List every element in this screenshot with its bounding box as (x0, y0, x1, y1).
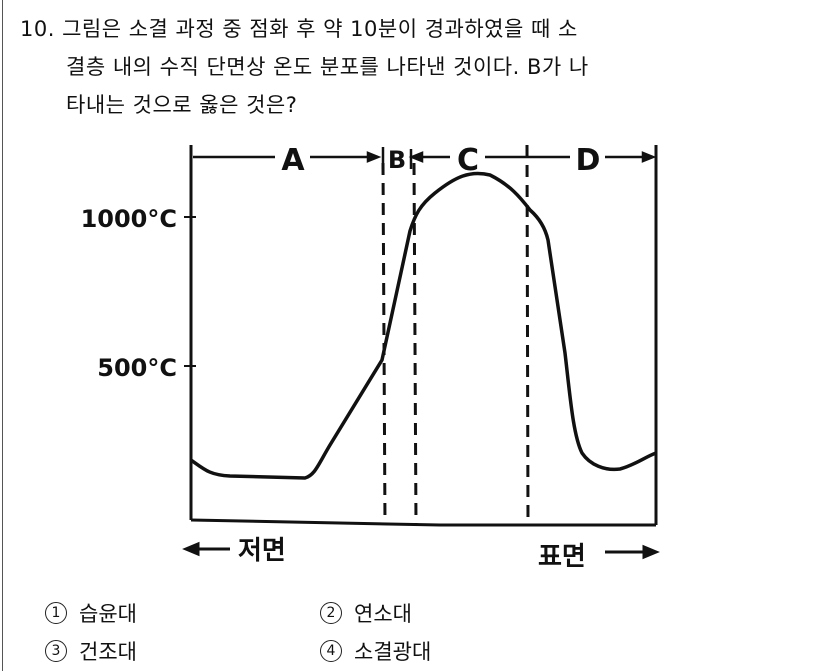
choice-2[interactable]: 2 연소대 (320, 598, 595, 628)
question-line-1: 10. 그림은 소결 과정 중 점화 후 약 10분이 경과하였을 때 소 (20, 10, 800, 48)
question-block: 10. 그림은 소결 과정 중 점화 후 약 10분이 경과하였을 때 소 결층… (20, 10, 800, 124)
choice-label-1: 습윤대 (79, 602, 137, 626)
choice-3[interactable]: 3 건조대 (45, 636, 320, 666)
choice-number-2: 2 (320, 602, 342, 624)
arrow-left-icon (182, 541, 200, 557)
choice-number-4: 4 (320, 640, 342, 662)
choice-label-2: 연소대 (354, 602, 412, 626)
choice-1[interactable]: 1 습윤대 (45, 598, 320, 628)
zone-label-a: A (281, 143, 305, 178)
zone-label-b: B (388, 146, 406, 174)
y-tick-1000: 1000°C (81, 205, 177, 233)
zone-label-d: D (576, 143, 601, 178)
question-number: 10. (20, 17, 55, 41)
temperature-distribution-figure: A B C D 1000°C 500°C 저면 표면 (60, 135, 680, 585)
x-axis (190, 518, 656, 527)
page-left-border (2, 0, 3, 671)
temperature-chart: A B C D 1000°C 500°C 저면 표면 (81, 143, 660, 572)
question-line-3: 타내는 것으로 옳은 것은? (66, 93, 298, 117)
y-tick-500: 500°C (97, 354, 177, 382)
choice-label-3: 건조대 (79, 640, 137, 664)
zone-divider-c-d (525, 144, 530, 526)
question-text-1: 그림은 소결 과정 중 점화 후 약 10분이 경과하였을 때 소 (62, 17, 578, 41)
choice-4[interactable]: 4 소결광대 (320, 636, 595, 666)
choice-row-1: 1 습윤대 2 연소대 (45, 594, 645, 632)
question-line-2: 결층 내의 수직 단면상 온도 분포를 나타낸 것이다. B가 나 (66, 55, 589, 79)
arrow-right-icon (642, 544, 660, 560)
choice-number-1: 1 (45, 602, 67, 624)
choice-label-4: 소결광대 (354, 640, 432, 664)
zone-label-c: C (457, 143, 479, 178)
bottom-label-right: 표면 (538, 542, 586, 572)
bottom-label-left: 저면 (238, 536, 286, 566)
choice-number-3: 3 (45, 640, 67, 662)
choice-row-2: 3 건조대 4 소결광대 (45, 632, 645, 670)
temperature-curve (189, 171, 657, 480)
answer-choices: 1 습윤대 2 연소대 3 건조대 4 소결광대 (45, 594, 645, 670)
